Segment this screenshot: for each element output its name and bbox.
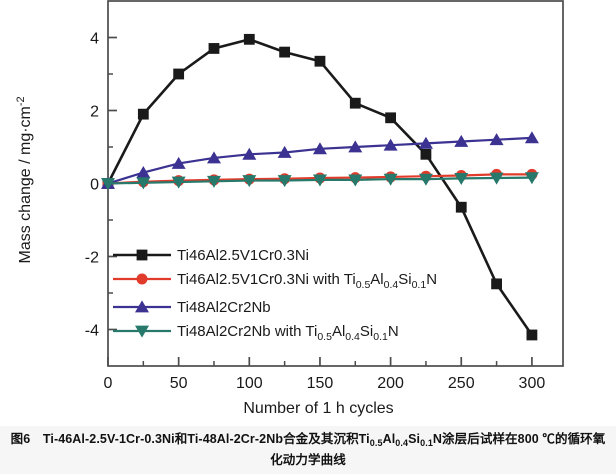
x-tick-label: 100: [236, 375, 263, 392]
figure-caption-bar: 图6 Ti-46Al-2.5V-1Cr-0.3Ni和Ti-48Al-2Cr-2N…: [0, 426, 616, 474]
chart-region: 0 50 100 150 200 250 300 Number of 1 h cycles 4 2…: [15, 0, 564, 417]
x-tick-label: 0: [104, 375, 113, 392]
y-tick-label: 0: [90, 177, 99, 194]
x-axis: 0 50 100 150 200 250 300 Number of 1 h cycles: [104, 357, 546, 417]
x-axis-label: Number of 1 h cycles: [243, 400, 393, 417]
y-tick-label: 4: [90, 31, 99, 48]
y-tick-label: -4: [85, 323, 99, 340]
series-square: [102, 33, 538, 341]
legend-label: Ti46Al2.5V1Cr0.3Ni: [177, 247, 309, 264]
x-tick-label: 250: [448, 375, 475, 392]
series-triangle-down: [101, 172, 539, 191]
series-triangle-up: [101, 131, 539, 189]
y-axis: 4 2 0 -2 -4 Mass change / mg·cm-2: [15, 31, 117, 340]
x-tick-label: 150: [307, 375, 334, 392]
legend-label: Ti48Al2Cr2Nb: [177, 299, 271, 316]
figure-caption-text: 图6 Ti-46Al-2.5V-1Cr-0.3Ni和Ti-48Al-2Cr-2N…: [10, 432, 606, 467]
oxidation-kinetics-chart: 0 50 100 150 200 250 300 Number of 1 h cycles 4 2…: [15, 0, 564, 417]
legend: Ti46Al2.5V1Cr0.3Ni Ti46Al2.5V1Cr0.3Ni wit…: [113, 247, 437, 343]
y-axis-label: Mass change / mg·cm-2: [15, 96, 34, 263]
x-tick-label: 200: [377, 375, 404, 392]
y-tick-label: 2: [90, 104, 99, 121]
legend-label: Ti48Al2Cr2Nb with Ti0.5Al0.4Si0.1N: [177, 323, 399, 343]
x-tick-label: 50: [170, 375, 188, 392]
x-tick-label: 300: [519, 375, 546, 392]
y-tick-label: -2: [85, 250, 99, 267]
legend-label: Ti46Al2.5V1Cr0.3Ni with Ti0.5Al0.4Si0.1N: [177, 271, 437, 291]
